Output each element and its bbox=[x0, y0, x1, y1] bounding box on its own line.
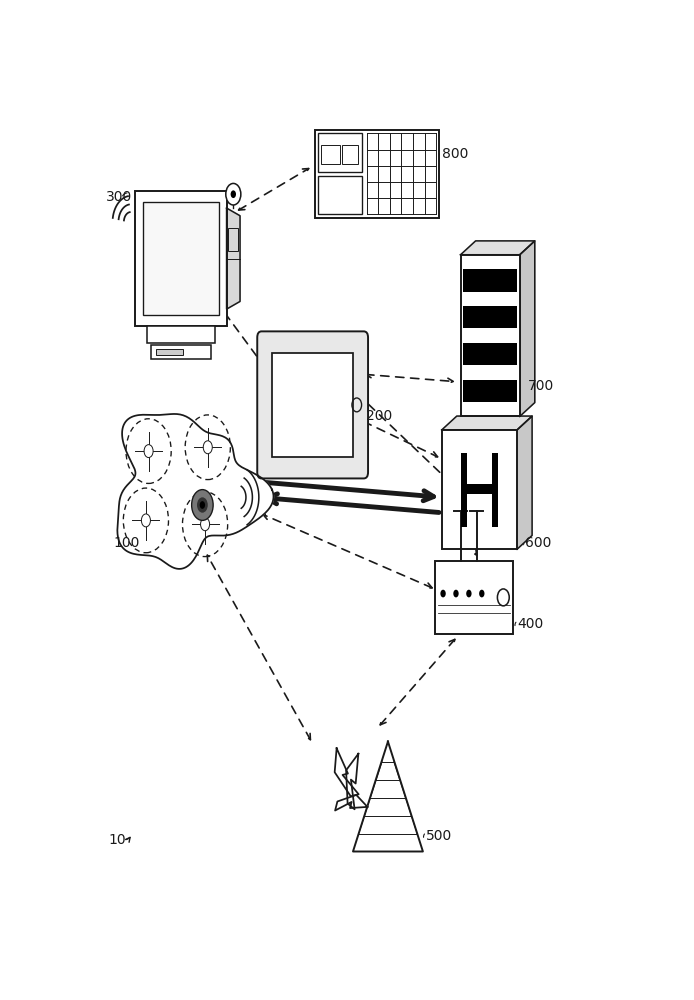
Text: 100: 100 bbox=[114, 536, 140, 550]
Bar bbox=[492, 453, 498, 527]
Polygon shape bbox=[353, 742, 423, 852]
Bar bbox=[461, 453, 467, 527]
Circle shape bbox=[479, 590, 484, 597]
Bar bbox=[464, 269, 517, 292]
Bar bbox=[228, 228, 239, 251]
Polygon shape bbox=[335, 748, 359, 796]
Circle shape bbox=[453, 590, 459, 597]
Text: 800: 800 bbox=[442, 147, 468, 161]
Polygon shape bbox=[335, 795, 368, 811]
Circle shape bbox=[197, 497, 208, 513]
Polygon shape bbox=[520, 241, 535, 416]
Circle shape bbox=[466, 590, 472, 597]
Bar bbox=[435, 561, 513, 634]
Polygon shape bbox=[517, 416, 532, 549]
Bar bbox=[464, 306, 517, 328]
Bar bbox=[441, 430, 517, 549]
Polygon shape bbox=[461, 241, 535, 255]
Text: 600: 600 bbox=[525, 536, 552, 550]
Bar bbox=[315, 130, 439, 218]
Bar bbox=[156, 349, 183, 355]
Bar bbox=[321, 145, 339, 164]
Circle shape bbox=[144, 445, 153, 458]
Bar bbox=[143, 202, 219, 315]
Bar bbox=[461, 484, 498, 494]
Bar bbox=[461, 255, 520, 416]
Bar bbox=[342, 145, 358, 164]
Bar bbox=[135, 191, 226, 326]
Circle shape bbox=[203, 441, 212, 454]
Bar bbox=[272, 353, 353, 457]
Text: 500: 500 bbox=[425, 829, 452, 843]
FancyBboxPatch shape bbox=[257, 331, 368, 478]
Circle shape bbox=[226, 183, 241, 205]
Text: 300: 300 bbox=[105, 190, 132, 204]
Text: 400: 400 bbox=[517, 617, 543, 631]
Polygon shape bbox=[346, 754, 358, 809]
Circle shape bbox=[441, 590, 446, 597]
Bar bbox=[464, 380, 517, 402]
Circle shape bbox=[192, 490, 213, 520]
Bar bbox=[318, 133, 362, 172]
Text: 700: 700 bbox=[527, 379, 554, 393]
Circle shape bbox=[142, 514, 151, 527]
Circle shape bbox=[200, 501, 205, 509]
Text: 10: 10 bbox=[108, 833, 126, 847]
Bar bbox=[146, 326, 215, 343]
Polygon shape bbox=[441, 416, 532, 430]
Bar bbox=[464, 343, 517, 365]
Polygon shape bbox=[117, 414, 273, 569]
Bar bbox=[151, 345, 211, 359]
Text: 200: 200 bbox=[366, 409, 393, 423]
Circle shape bbox=[230, 190, 236, 198]
Circle shape bbox=[201, 518, 210, 531]
Bar bbox=[318, 176, 362, 214]
Polygon shape bbox=[226, 208, 240, 309]
